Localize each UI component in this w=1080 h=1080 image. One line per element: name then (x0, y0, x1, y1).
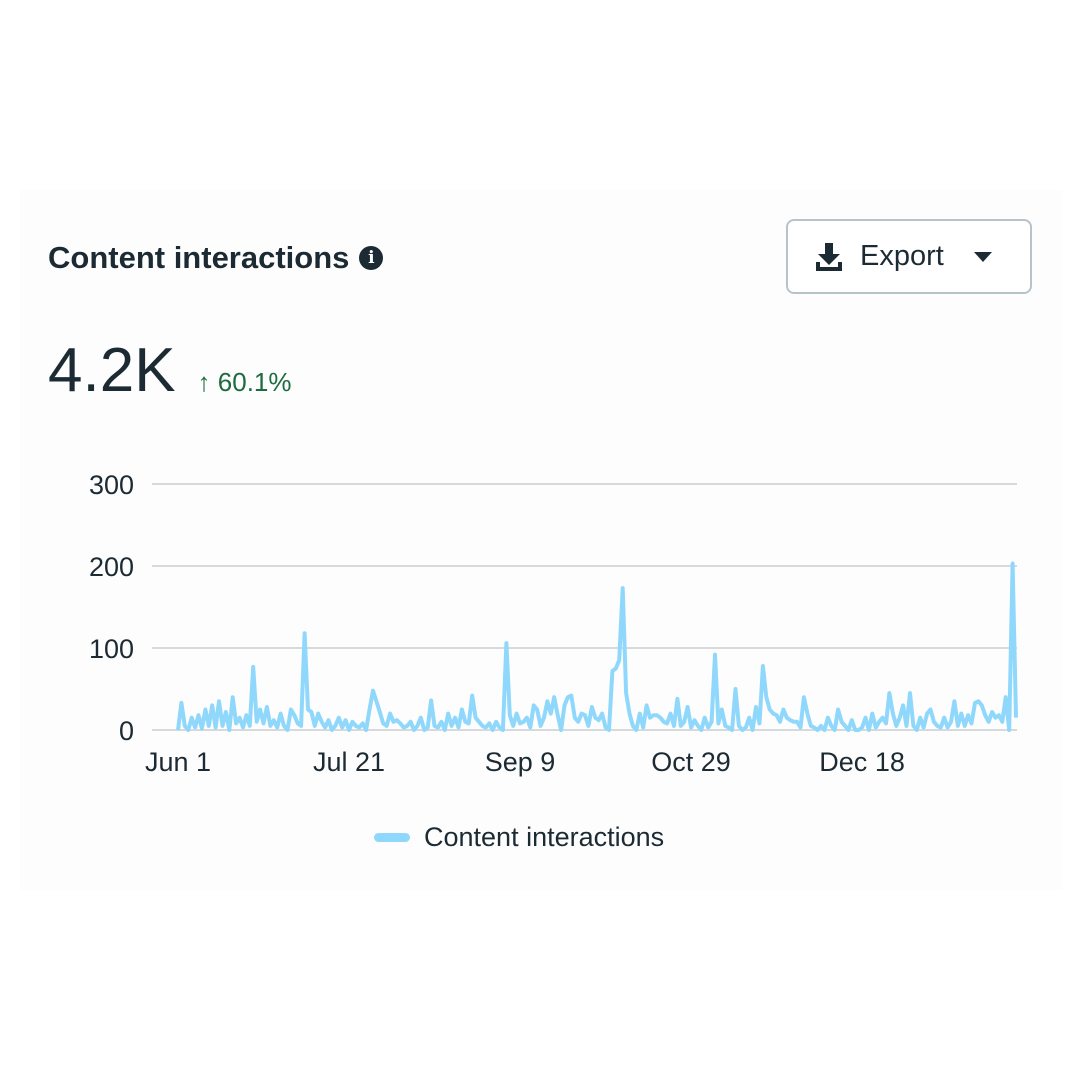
legend-swatch (374, 833, 410, 842)
x-tick-label: Sep 9 (485, 747, 556, 777)
chevron-down-icon (973, 251, 992, 262)
legend-label: Content interactions (424, 822, 665, 852)
download-icon (816, 242, 842, 271)
metric-delta: ↑ 60.1% (198, 367, 292, 398)
legend: Content interactions (374, 822, 664, 853)
x-tick-label: Dec 18 (819, 747, 905, 777)
series-line-content-interactions (176, 561, 1018, 732)
chart-title: Content interactions i (48, 240, 384, 276)
x-tick-label: Jul 21 (313, 747, 385, 777)
y-tick-label: 0 (119, 716, 134, 746)
metric: 4.2K ↑ 60.1% (48, 335, 292, 406)
y-tick-label: 300 (89, 470, 134, 500)
title-text: Content interactions (48, 240, 350, 275)
x-tick-label: Oct 29 (651, 747, 731, 777)
info-icon[interactable]: i (359, 246, 384, 270)
chart-card (20, 190, 1062, 890)
export-button[interactable]: Export (786, 219, 1032, 294)
y-tick-label: 200 (89, 552, 134, 582)
up-arrow-icon: ↑ (197, 367, 211, 397)
export-label: Export (860, 240, 944, 272)
y-tick-label: 100 (89, 634, 134, 664)
metric-value: 4.2K (48, 336, 176, 405)
delta-value: 60.1% (217, 367, 292, 397)
x-tick-label: Jun 1 (145, 747, 211, 777)
